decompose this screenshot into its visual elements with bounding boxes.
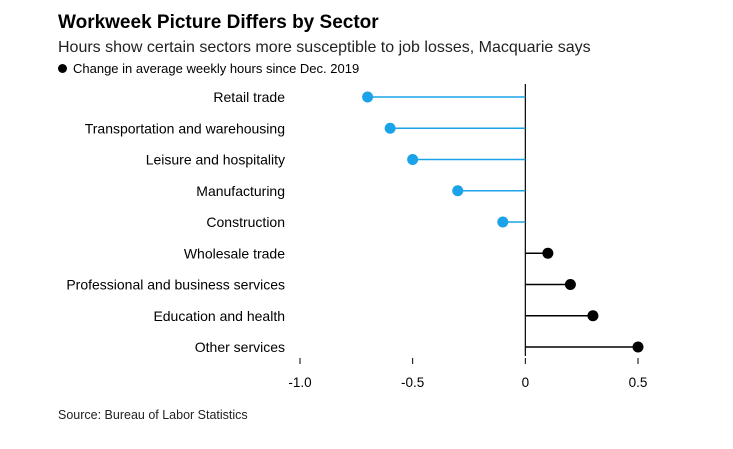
category-label: Wholesale trade <box>184 245 285 261</box>
lollipop-dot <box>587 310 599 322</box>
x-tick-label: 0.5 <box>629 375 648 390</box>
category-label: Education and health <box>153 308 285 324</box>
category-label: Professional and business services <box>66 277 285 293</box>
category-label: Transportation and warehousing <box>85 120 285 136</box>
lollipop-dot <box>384 122 396 134</box>
legend: Change in average weekly hours since Dec… <box>58 61 359 76</box>
lollipop-dot <box>362 91 374 103</box>
x-tick-label: -1.0 <box>288 375 311 390</box>
lollipop-dot <box>632 341 644 353</box>
x-tick-label: -0.5 <box>401 375 424 390</box>
lollipop-dot <box>452 185 464 197</box>
category-label: Leisure and hospitality <box>146 152 285 168</box>
lollipop-dot <box>564 279 576 290</box>
lollipop-dot <box>407 154 419 165</box>
lollipop-dot <box>497 216 509 228</box>
legend-label: Change in average weekly hours since Dec… <box>73 61 360 76</box>
category-label: Construction <box>206 214 285 230</box>
category-label: Other services <box>195 339 285 355</box>
category-label: Retail trade <box>213 89 285 105</box>
chart-subtitle: Hours show certain sectors more suscepti… <box>58 39 591 56</box>
category-label: Manufacturing <box>196 183 285 199</box>
lollipop-dot <box>542 247 554 259</box>
x-tick-label: 0 <box>522 375 530 390</box>
source-note: Source: Bureau of Labor Statistics <box>58 408 248 422</box>
legend-dot-icon <box>58 64 67 73</box>
chart-title: Workweek Picture Differs by Sector <box>58 12 379 33</box>
